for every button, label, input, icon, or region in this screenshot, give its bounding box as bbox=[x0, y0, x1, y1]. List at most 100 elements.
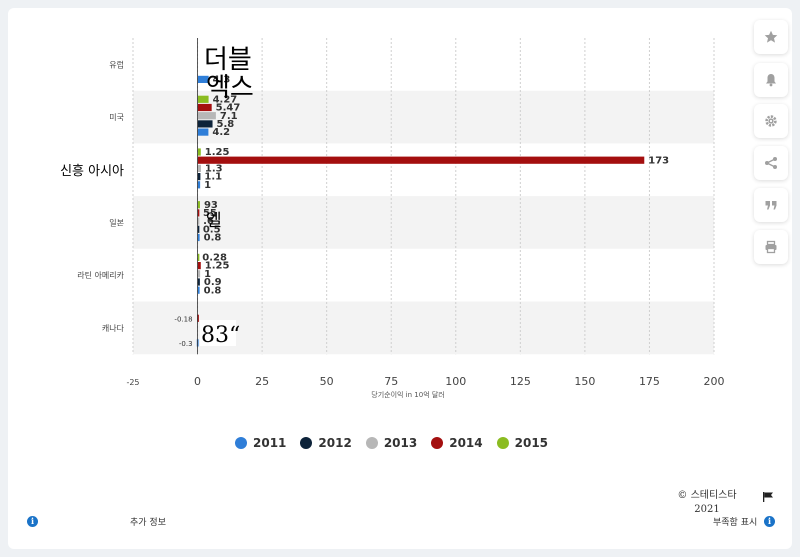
bar-2013 bbox=[197, 217, 200, 225]
legend-item-2011[interactable]: 2011 bbox=[235, 436, 286, 450]
data-label: 4.3 bbox=[213, 75, 231, 86]
data-label: 4.2 bbox=[212, 127, 230, 138]
share-icon bbox=[765, 157, 777, 169]
bar-2011 bbox=[197, 75, 209, 83]
legend-label: 2013 bbox=[383, 436, 418, 450]
legend-label: 2014 bbox=[449, 436, 483, 450]
print-icon bbox=[765, 240, 777, 254]
bar-2015 bbox=[197, 253, 200, 261]
x-tick-label: 50 bbox=[320, 375, 334, 388]
x-tick-label: 100 bbox=[445, 375, 466, 388]
data-label: 0.28 bbox=[202, 253, 227, 264]
legend-label: 2011 bbox=[253, 436, 287, 450]
x-tick-label: 125 bbox=[510, 375, 531, 388]
bar-2012 bbox=[197, 120, 213, 128]
x-tick-label: -25 bbox=[126, 378, 139, 387]
data-label: 1 bbox=[204, 180, 211, 191]
chart-legend: 2011 2012 2013 2014 2015 bbox=[235, 436, 548, 450]
data-label: 1.3 bbox=[205, 164, 223, 175]
x-tick-label: 75 bbox=[384, 375, 398, 388]
bar-2011 bbox=[197, 233, 200, 242]
bar-2013 bbox=[197, 112, 216, 120]
overlay-text: 더블 bbox=[204, 45, 252, 75]
bar-2014 bbox=[197, 103, 212, 112]
flag-issue-link[interactable]: 부족함 표시 bbox=[713, 518, 758, 528]
bar-2012 bbox=[197, 173, 201, 181]
overlay-box bbox=[200, 320, 236, 346]
legend-marker bbox=[365, 437, 378, 449]
quote-icon bbox=[765, 201, 777, 210]
category-label: 라틴 아메리카 bbox=[77, 270, 124, 280]
bar-2014 bbox=[197, 209, 200, 217]
bar-2011 bbox=[197, 181, 201, 189]
share-button[interactable] bbox=[754, 146, 788, 180]
category-label: 신흥 아시아 bbox=[60, 164, 124, 179]
overlay-text: 83“ bbox=[201, 323, 240, 348]
x-tick-label: 175 bbox=[639, 375, 660, 388]
overlay-text: 엑스 bbox=[206, 73, 254, 103]
data-label: 0.9 bbox=[204, 277, 222, 288]
x-tick-label: 0 bbox=[194, 375, 201, 388]
bar-2015 bbox=[197, 148, 201, 156]
bar-2015 bbox=[197, 95, 209, 103]
chart-card: -25 0 25 50 75 100 125 150 175 200 당기순이익 in 10억 달러… bbox=[8, 8, 792, 549]
data-label: 5.47 bbox=[216, 103, 241, 114]
bar-2015 bbox=[197, 201, 200, 209]
data-label: 1.25 bbox=[205, 147, 230, 158]
bar-2011 bbox=[197, 286, 200, 294]
settings-button[interactable] bbox=[754, 104, 788, 138]
cite-button[interactable] bbox=[754, 188, 788, 222]
x-tick-label: 200 bbox=[704, 375, 725, 388]
data-label: 0.8 bbox=[204, 233, 222, 244]
legend-marker bbox=[235, 437, 247, 449]
favorite-button[interactable] bbox=[754, 20, 788, 54]
category-label: 미국 bbox=[109, 113, 124, 122]
copyright-text[interactable]: © 스테티스타 2021 bbox=[677, 490, 737, 515]
bar-2014 bbox=[197, 262, 201, 270]
data-label: 0.5 bbox=[203, 224, 221, 235]
bar-2013 bbox=[197, 270, 201, 278]
x-axis-title: 당기순이익 in 10억 달러 bbox=[371, 390, 444, 399]
data-label: 1.25 bbox=[205, 261, 230, 272]
legend-item-2014[interactable]: 2014 bbox=[431, 436, 483, 450]
legend-label: 2012 bbox=[318, 436, 352, 450]
data-label: 1 bbox=[204, 269, 211, 280]
bar-2012 bbox=[197, 278, 200, 286]
data-label: 4.27 bbox=[213, 94, 238, 105]
category-label: 유럽 bbox=[109, 60, 124, 69]
bar-chart: -25 0 25 50 75 100 125 150 175 200 당기순이익 in 10억 달러… bbox=[60, 38, 725, 399]
data-label: .6 bbox=[203, 216, 214, 227]
x-tick-label: 150 bbox=[574, 375, 595, 388]
flag-info-icon[interactable]: i bbox=[764, 516, 775, 527]
legend-item-2012[interactable]: 2012 bbox=[300, 436, 352, 450]
notification-button[interactable] bbox=[754, 63, 788, 97]
bar-2013 bbox=[197, 164, 201, 172]
x-tick-label: 25 bbox=[255, 375, 269, 388]
info-icon[interactable]: i bbox=[27, 516, 38, 527]
category-label: 일본 bbox=[109, 218, 124, 227]
bar-2011 bbox=[197, 128, 209, 136]
more-info-link[interactable]: 추가 정보 bbox=[130, 518, 166, 528]
data-label: 55 bbox=[203, 208, 217, 219]
overlay-text: 엘 bbox=[206, 211, 222, 231]
legend-marker bbox=[431, 437, 444, 449]
star-icon bbox=[764, 30, 778, 43]
flag-icon[interactable] bbox=[762, 491, 774, 503]
bell-icon bbox=[766, 74, 776, 87]
bar-2014 bbox=[197, 156, 645, 164]
data-label: 0.8 bbox=[204, 285, 222, 296]
row-band bbox=[133, 196, 714, 249]
category-label: 캐나다 bbox=[102, 324, 125, 333]
data-label: -0.3 bbox=[179, 340, 193, 348]
print-button[interactable] bbox=[754, 230, 788, 264]
gear-icon bbox=[765, 115, 777, 127]
data-label: 173 bbox=[648, 155, 669, 166]
legend-item-2015[interactable]: 2015 bbox=[496, 436, 548, 450]
data-label: -0.18 bbox=[174, 315, 192, 323]
bar-2014 bbox=[197, 314, 199, 322]
bar-2012 bbox=[197, 225, 200, 233]
legend-marker bbox=[300, 437, 313, 449]
legend-item-2013[interactable]: 2013 bbox=[365, 436, 418, 450]
data-label: 5.8 bbox=[217, 119, 235, 130]
data-label: 7.1 bbox=[220, 111, 238, 122]
